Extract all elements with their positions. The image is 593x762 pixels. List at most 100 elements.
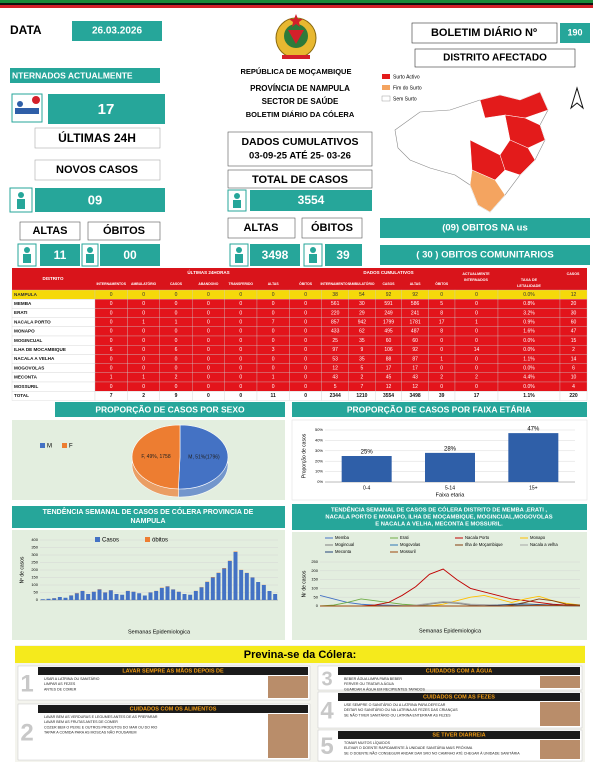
column-header: AMBULATÓRIO xyxy=(131,281,157,286)
cell-value: 1781 xyxy=(410,320,421,326)
y-tick-label: 50 xyxy=(314,594,319,599)
cell-value: 0 xyxy=(304,301,307,307)
tip-item: SE O DOENTE NÃO CONSEGUIR ANDAR DAR SRO … xyxy=(344,750,520,755)
cell-value: 9 xyxy=(175,393,178,399)
cell-value: 942 xyxy=(358,320,367,326)
section-bar xyxy=(12,506,285,528)
cell-value: 591 xyxy=(384,301,393,307)
tip-header-bar xyxy=(338,731,580,739)
cell-value: 0 xyxy=(304,310,307,316)
legend-label: Erati xyxy=(400,535,409,540)
cell-value: 12 xyxy=(412,384,418,390)
cell-value: 0 xyxy=(175,384,178,390)
bar-segment xyxy=(165,586,170,600)
cell-value: 0 xyxy=(175,356,178,362)
tip-photo xyxy=(268,714,308,758)
bar-segment xyxy=(40,599,45,600)
column-header: ACTUALMENTE xyxy=(462,272,490,276)
tip-panel xyxy=(17,703,311,761)
cell-value: 8 xyxy=(440,310,443,316)
column-header: INTERNAMENTOS xyxy=(96,282,126,286)
y-tick-label: 20% xyxy=(315,458,323,463)
cell-value: 29 xyxy=(359,310,365,316)
bulletin-label-box xyxy=(411,22,558,44)
section-title: PROPORÇÃO DE CASOS POR SEXO xyxy=(95,404,245,414)
bar-segment xyxy=(80,591,85,600)
row-header: NACALA A VELHA xyxy=(14,356,55,361)
cell-value: 7 xyxy=(110,393,113,399)
row-header: ERATI xyxy=(14,310,27,315)
cell-value: 62 xyxy=(359,329,365,335)
cell-value: 0 xyxy=(272,301,275,307)
tip-item: COZER BEM O PEIXE E OUTROS PRODUTOS DO M… xyxy=(44,725,158,729)
cell-value: 0 xyxy=(207,366,210,372)
value-box xyxy=(325,244,362,266)
y-tick-label: 50% xyxy=(315,427,323,432)
cell-value: 1 xyxy=(475,320,478,326)
x-tick-label: 5-14 xyxy=(445,485,455,491)
bar-segment xyxy=(108,590,113,600)
cell-value: 3 xyxy=(272,347,275,353)
bar-segment xyxy=(137,593,142,600)
row-header: MECONTA xyxy=(14,375,38,380)
person-icon xyxy=(17,243,37,267)
cell-value: 1.6% xyxy=(523,329,535,335)
cell-value: 2 xyxy=(361,375,364,381)
bar xyxy=(341,456,392,482)
cell-value: 0 xyxy=(239,375,242,381)
tip-item: TAPAR A COMIDA PARA AS MOSCAS NÃO POUSAR… xyxy=(44,730,136,735)
cell-value: 1 xyxy=(440,356,443,362)
y-tick-label: 0% xyxy=(317,479,323,484)
label-box xyxy=(87,221,161,241)
cell-value: 0 xyxy=(475,384,478,390)
data-label: F, 49%, 1758 xyxy=(141,454,170,460)
cell-value: 2 xyxy=(142,393,145,399)
cell-value: 0 xyxy=(110,329,113,335)
cell-value: 1210 xyxy=(356,393,367,399)
column-header: CASOS xyxy=(382,282,395,286)
cell-value: 0 xyxy=(440,384,443,390)
y-tick-label: 40% xyxy=(315,437,323,442)
cell-value: 60 xyxy=(571,320,577,326)
cell-value: 0 xyxy=(272,329,275,335)
cell-value: 487 xyxy=(411,329,420,335)
cell-value: 0 xyxy=(175,366,178,372)
bulletin-label: BOLETIM DIÁRIO Nº xyxy=(431,26,537,39)
cell-value: 0 xyxy=(304,320,307,326)
legend-swatch xyxy=(382,85,390,90)
chart-panel xyxy=(292,532,587,640)
internados: 17 xyxy=(98,101,115,118)
cell-value: 10 xyxy=(571,375,577,381)
tip-item: USE SEMPRE O SANITÁRIO OU A LATRINA PARA… xyxy=(344,703,446,707)
cell-value: 39 xyxy=(439,393,445,399)
map-title: DISTRITO AFECTADO xyxy=(443,53,547,64)
label-box xyxy=(10,68,160,83)
cell-value: 14 xyxy=(571,356,577,362)
bar-segment xyxy=(171,589,176,600)
bar-segment xyxy=(239,570,244,600)
label-box xyxy=(227,169,373,189)
column-header: ÓBITOS xyxy=(435,281,449,286)
legend-label: Monapo xyxy=(530,535,546,540)
tip-heading: CUIDADOS COM AS FEZES xyxy=(423,694,495,700)
cell-value: 2 xyxy=(175,375,178,381)
cell-value: 0 xyxy=(304,347,307,353)
legend-label: F xyxy=(69,444,73,450)
cell-value: 0 xyxy=(175,301,178,307)
column-header: TAXA DE xyxy=(521,278,538,282)
cell-value: 561 xyxy=(331,301,340,307)
cell-value: 241 xyxy=(411,310,420,316)
cell-value: 0 xyxy=(304,356,307,362)
map-legend: Fim do Surto xyxy=(393,85,422,91)
y-tick-label: 350 xyxy=(31,545,38,550)
section-title: PROPORÇÃO DE CASOS POR FAIXA ETÁRIA xyxy=(347,404,531,414)
column-header: ABANDONO xyxy=(198,282,218,286)
bar-segment xyxy=(148,592,153,600)
cell-value: 220 xyxy=(331,310,340,316)
legend-label: Casos xyxy=(102,538,119,544)
value-box xyxy=(100,244,160,266)
cell-value: 0 xyxy=(110,320,113,326)
cell-value: 0 xyxy=(239,356,242,362)
cell-value: 0 xyxy=(239,329,242,335)
row-header: MEMBA xyxy=(14,301,32,306)
